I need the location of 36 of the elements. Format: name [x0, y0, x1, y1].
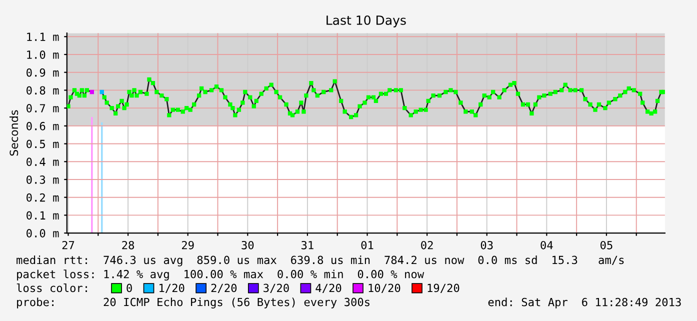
y-tick-label: 0.1 m [26, 211, 59, 220]
x-tick-label: 29 [182, 240, 194, 250]
legend-label: 2/20 [211, 284, 237, 294]
text: median rtt: 746.3 us avg 859.0 us max 639.8 us min 784.2 us now 0.0 ms sd 15.3 am/s [16, 256, 624, 266]
legend-label: 19/20 [428, 284, 460, 294]
x-tick-label: 31 [302, 240, 314, 250]
text: packet loss: 1.42 % avg 100.00 % max 0.00 % min 0.00 % now [17, 270, 424, 281]
y-tick-label: 0.6 m [26, 122, 59, 130]
legend-label: 3/20 [264, 284, 289, 294]
x-tick-label: 02 [421, 240, 433, 250]
text: end: Sat Apr 6 11:28:49 2013 [488, 298, 681, 308]
x-tick-label: 03 [480, 240, 493, 250]
legend-label: 10/20 [368, 284, 400, 294]
x-tick-label: 30 [242, 240, 254, 250]
y-tick-label: 0.9 m [26, 68, 59, 77]
legend-label: 1/20 [160, 284, 184, 294]
y-tick-label: 0.5 m [26, 140, 59, 148]
y-tick-label: 0.7 m [26, 104, 59, 112]
x-tick-label: 05 [600, 240, 612, 250]
y-tick-label: 1.0 m [27, 50, 59, 59]
x-tick-label: 04 [540, 240, 553, 250]
y-tick-label: 0.8 m [26, 86, 59, 95]
x-tick-label: 27 [62, 240, 74, 250]
y-tick-label: 1.1 m [27, 32, 59, 41]
x-tick-label: 01 [361, 240, 374, 250]
legend-label: 4/20 [316, 284, 342, 294]
x-tick-label: 28 [122, 240, 134, 250]
legend-label: 0 [126, 284, 132, 292]
y-tick-label: 0.0 m [26, 229, 59, 238]
y-axis-title: Seconds [10, 110, 18, 156]
y-tick-label: 0.4 m [26, 158, 59, 166]
y-tick-label: 0.2 m [26, 193, 59, 202]
legend-title: loss color: [16, 283, 87, 292]
chart-title: Last 10 Days [326, 15, 406, 28]
y-tick-label: 0.3 m [26, 175, 59, 184]
text: probe: 20 ICMP Echo Pings (56 Bytes) every 300s [17, 298, 370, 308]
